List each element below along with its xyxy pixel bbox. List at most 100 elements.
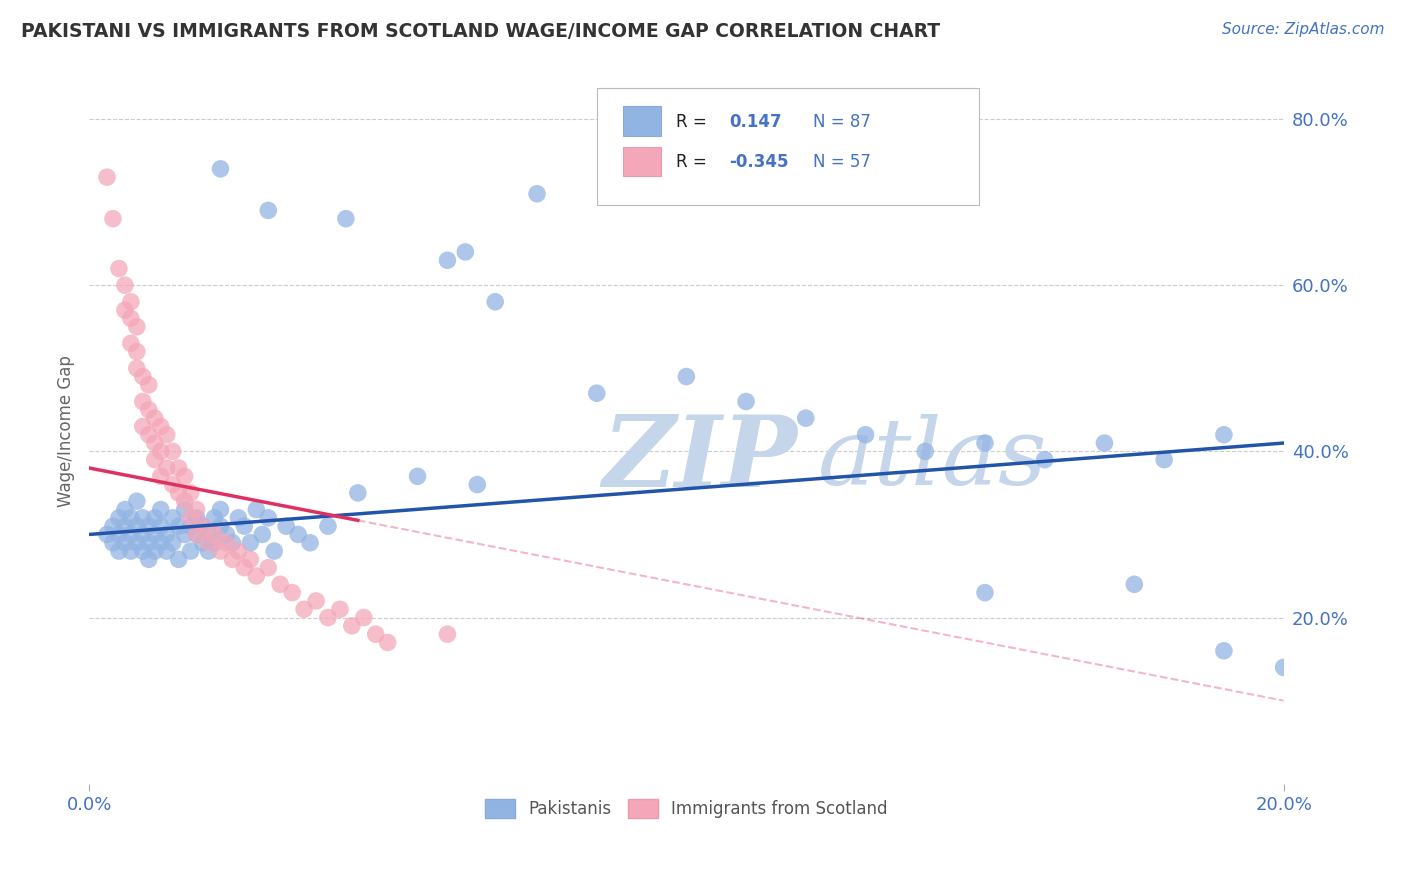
Text: -0.345: -0.345	[730, 153, 789, 171]
Point	[149, 519, 172, 533]
Point	[353, 610, 375, 624]
FancyBboxPatch shape	[596, 88, 979, 204]
Text: R =: R =	[676, 153, 706, 171]
Text: R =: R =	[676, 113, 706, 131]
Point	[167, 486, 190, 500]
Point	[156, 461, 179, 475]
Point	[162, 444, 184, 458]
Point	[125, 519, 148, 533]
Point	[436, 253, 458, 268]
Point	[96, 170, 118, 185]
Point	[316, 519, 339, 533]
Point	[132, 369, 155, 384]
Point	[114, 519, 136, 533]
Point	[101, 211, 124, 226]
Point	[257, 560, 280, 574]
Point	[233, 560, 256, 574]
Point	[149, 419, 172, 434]
Point	[974, 436, 997, 450]
Point	[191, 519, 214, 533]
Point	[263, 544, 285, 558]
Point	[149, 535, 172, 549]
Point	[1094, 436, 1116, 450]
Point	[173, 527, 195, 541]
Text: Source: ZipAtlas.com: Source: ZipAtlas.com	[1222, 22, 1385, 37]
Point	[125, 319, 148, 334]
Point	[138, 402, 160, 417]
Point	[180, 486, 202, 500]
Point	[162, 535, 184, 549]
Text: N = 87: N = 87	[813, 113, 870, 131]
Point	[191, 519, 214, 533]
Point	[221, 552, 243, 566]
Text: PAKISTANI VS IMMIGRANTS FROM SCOTLAND WAGE/INCOME GAP CORRELATION CHART: PAKISTANI VS IMMIGRANTS FROM SCOTLAND WA…	[21, 22, 941, 41]
Point	[209, 502, 232, 516]
Point	[914, 444, 936, 458]
Point	[794, 411, 817, 425]
Point	[132, 419, 155, 434]
Point	[162, 477, 184, 491]
Point	[215, 535, 238, 549]
Point	[138, 552, 160, 566]
Point	[276, 519, 298, 533]
FancyBboxPatch shape	[623, 106, 661, 136]
Point	[209, 161, 232, 176]
Point	[138, 377, 160, 392]
Point	[114, 502, 136, 516]
Point	[149, 469, 172, 483]
Point	[143, 452, 166, 467]
Point	[149, 502, 172, 516]
Point	[197, 527, 219, 541]
Point	[406, 469, 429, 483]
Point	[204, 535, 226, 549]
Point	[120, 294, 142, 309]
Point	[316, 610, 339, 624]
Point	[186, 511, 208, 525]
Point	[186, 527, 208, 541]
Point	[855, 427, 877, 442]
Point	[180, 511, 202, 525]
Point	[138, 535, 160, 549]
Point	[138, 427, 160, 442]
Point	[125, 494, 148, 508]
Point	[215, 527, 238, 541]
Point	[114, 535, 136, 549]
Point	[114, 278, 136, 293]
Point	[281, 585, 304, 599]
Point	[347, 486, 370, 500]
Point	[245, 502, 267, 516]
Point	[132, 511, 155, 525]
Point	[156, 544, 179, 558]
Point	[1272, 660, 1295, 674]
Point	[526, 186, 548, 201]
Point	[484, 294, 506, 309]
Point	[329, 602, 352, 616]
Text: ZIP: ZIP	[603, 410, 797, 507]
Point	[120, 544, 142, 558]
Point	[96, 527, 118, 541]
Point	[125, 535, 148, 549]
Point	[1123, 577, 1146, 591]
Point	[299, 535, 322, 549]
Point	[156, 427, 179, 442]
Point	[1212, 427, 1234, 442]
Point	[180, 544, 202, 558]
Point	[132, 544, 155, 558]
Point	[132, 394, 155, 409]
Text: 0.147: 0.147	[730, 113, 782, 131]
Point	[377, 635, 399, 649]
Point	[108, 511, 131, 525]
Point	[454, 244, 477, 259]
Point	[132, 527, 155, 541]
Point	[143, 411, 166, 425]
Point	[364, 627, 387, 641]
Text: N = 57: N = 57	[813, 153, 870, 171]
Point	[974, 585, 997, 599]
Point	[239, 552, 262, 566]
Point	[143, 436, 166, 450]
Point	[221, 535, 243, 549]
Point	[585, 386, 607, 401]
FancyBboxPatch shape	[623, 146, 661, 177]
Point	[125, 344, 148, 359]
Point	[436, 627, 458, 641]
